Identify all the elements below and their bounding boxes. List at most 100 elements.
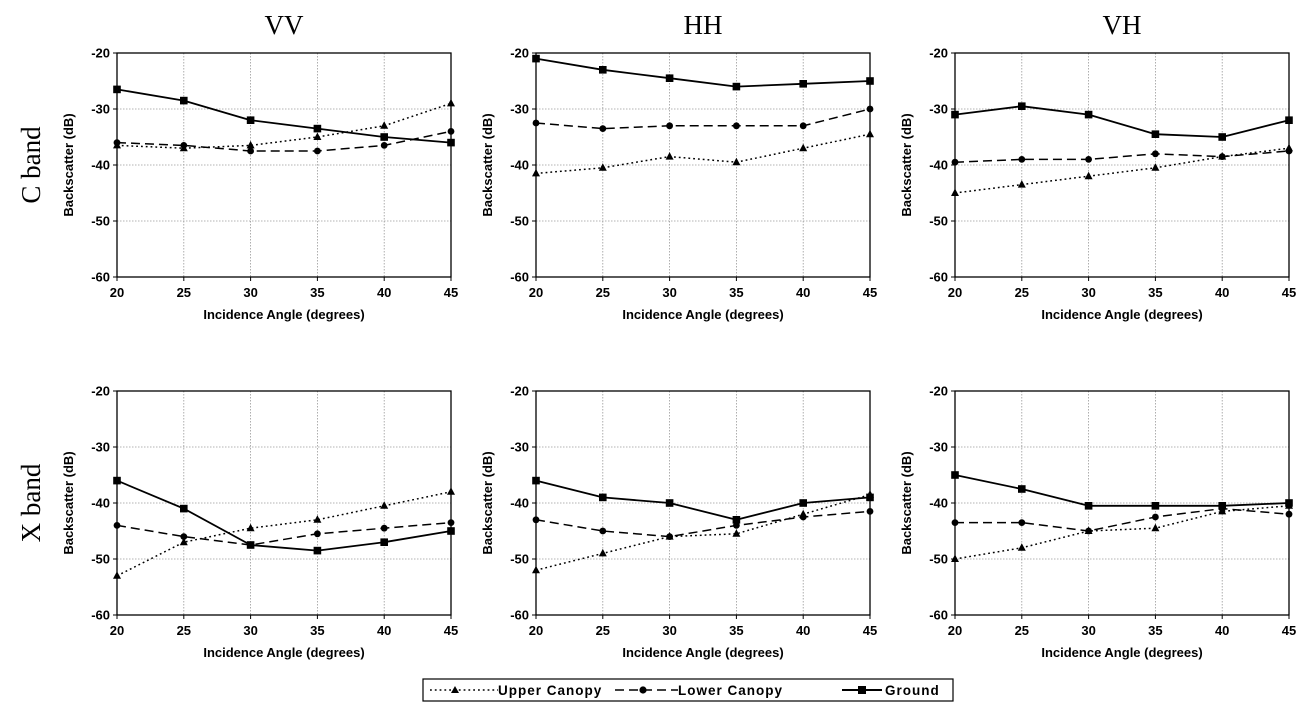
data-point-ground bbox=[180, 96, 188, 105]
y-tick-label: -20 bbox=[510, 46, 529, 61]
series-line-lower-canopy bbox=[535, 108, 871, 130]
y-tick-label: -60 bbox=[510, 270, 529, 285]
data-point-ground bbox=[732, 82, 741, 91]
panel-3: -60 -50 -40 -30 -20 20 25 30 35 40 45 Incidence Ang… bbox=[899, 10, 1296, 322]
plot-area-frame bbox=[954, 52, 1290, 278]
y-tick-label: -20 bbox=[929, 46, 948, 61]
data-point-upper-canopy bbox=[598, 548, 607, 557]
y-tick-label: -30 bbox=[91, 102, 110, 117]
data-point-lower-canopy bbox=[314, 147, 321, 155]
x-tick-label: 30 bbox=[1081, 285, 1095, 300]
data-point-upper-canopy bbox=[532, 168, 540, 177]
data-point-lower-canopy bbox=[866, 508, 874, 515]
x-tick-label: 20 bbox=[948, 623, 962, 638]
panel-4: -60 -50 -40 -30 -20 20 25 30 35 40 45 Incidence Ang… bbox=[16, 384, 458, 661]
data-point-upper-canopy bbox=[1084, 171, 1093, 180]
data-point-upper-canopy bbox=[246, 523, 255, 532]
data-point-ground bbox=[665, 74, 674, 82]
legend-box bbox=[422, 678, 954, 702]
x-tick-label: 30 bbox=[243, 285, 257, 300]
data-point-ground bbox=[246, 116, 255, 124]
data-point-ground bbox=[1218, 502, 1226, 510]
panel-5: -60 -50 -40 -30 -20 20 25 30 35 40 45 Incidence Ang… bbox=[480, 384, 877, 661]
y-tick-label: -50 bbox=[510, 552, 529, 567]
data-point-ground bbox=[866, 493, 874, 502]
y-tick-label: -20 bbox=[929, 384, 948, 399]
data-point-lower-canopy bbox=[1285, 510, 1293, 518]
y-tick-label: -30 bbox=[929, 102, 948, 117]
series-line-lower-canopy bbox=[116, 521, 452, 546]
data-point-ground bbox=[1285, 499, 1293, 507]
y-tick-label: -40 bbox=[510, 158, 529, 173]
data-point-lower-canopy bbox=[951, 158, 959, 166]
data-point-ground bbox=[1218, 133, 1226, 141]
x-tick-label: 40 bbox=[796, 285, 810, 300]
series-line-ground bbox=[535, 57, 871, 88]
y-tick-label: -50 bbox=[510, 214, 529, 229]
data-point-upper-canopy bbox=[799, 143, 808, 152]
x-axis-title: Incidence Angle (degrees) bbox=[1041, 645, 1202, 660]
data-point-ground bbox=[1151, 502, 1160, 510]
x-tick-label: 20 bbox=[529, 285, 543, 300]
data-point-ground bbox=[313, 124, 322, 133]
x-tick-label: 45 bbox=[863, 285, 877, 300]
data-point-lower-canopy bbox=[380, 524, 388, 532]
data-point-ground bbox=[113, 476, 121, 485]
data-point-upper-canopy bbox=[665, 152, 674, 160]
x-tick-label: 40 bbox=[796, 623, 810, 638]
y-axis-title: Backscatter (dB) bbox=[480, 113, 495, 216]
y-tick-label: -50 bbox=[929, 214, 948, 229]
y-tick-label: -30 bbox=[929, 440, 948, 455]
data-point-ground bbox=[380, 538, 388, 546]
data-point-lower-canopy bbox=[799, 513, 807, 521]
series-line-lower-canopy bbox=[954, 150, 1290, 163]
data-point-lower-canopy bbox=[1018, 519, 1026, 526]
data-point-ground bbox=[665, 499, 674, 507]
x-tick-label: 20 bbox=[110, 623, 124, 638]
y-tick-label: -30 bbox=[510, 102, 529, 117]
data-point-ground bbox=[113, 85, 121, 94]
y-tick-label: -60 bbox=[510, 608, 529, 623]
data-point-upper-canopy bbox=[951, 188, 959, 196]
y-axis-title: Backscatter (dB) bbox=[61, 113, 76, 216]
x-tick-label: 45 bbox=[1282, 623, 1296, 638]
data-point-ground bbox=[380, 133, 388, 141]
data-point-lower-canopy bbox=[447, 519, 455, 526]
x-tick-label: 35 bbox=[1148, 623, 1162, 638]
x-axis-title: Incidence Angle (degrees) bbox=[203, 307, 364, 322]
y-tick-label: -60 bbox=[91, 270, 110, 285]
data-point-lower-canopy bbox=[247, 147, 255, 155]
series-line-upper-canopy bbox=[535, 133, 871, 175]
data-point-ground bbox=[951, 471, 959, 479]
data-point-lower-canopy bbox=[314, 530, 321, 538]
x-tick-label: 35 bbox=[310, 285, 324, 300]
data-point-ground bbox=[532, 476, 540, 485]
x-tick-label: 30 bbox=[243, 623, 257, 638]
data-point-upper-canopy bbox=[951, 554, 959, 562]
panel-6: -60 -50 -40 -30 -20 20 25 30 35 40 45 Incidence Ang… bbox=[899, 384, 1296, 661]
series-line-lower-canopy bbox=[116, 130, 452, 152]
data-point-upper-canopy bbox=[380, 121, 389, 129]
y-axis-title: Backscatter (dB) bbox=[480, 451, 495, 554]
series-line-ground bbox=[954, 474, 1290, 507]
panel-1: -60 -50 -40 -30 -20 20 25 30 35 40 45 Incidence Ang… bbox=[16, 10, 458, 322]
legend-label-upper-canopy: Upper Canopy bbox=[498, 683, 602, 698]
data-point-lower-canopy bbox=[1085, 156, 1092, 163]
data-point-lower-canopy bbox=[1018, 156, 1026, 163]
x-tick-label: 25 bbox=[1015, 623, 1029, 638]
data-point-ground bbox=[599, 66, 607, 74]
y-tick-label: -40 bbox=[91, 496, 110, 511]
y-tick-label: -60 bbox=[929, 270, 948, 285]
data-point-lower-canopy bbox=[113, 139, 121, 147]
x-axis-title: Incidence Angle (degrees) bbox=[203, 645, 364, 660]
plot-area-frame bbox=[116, 390, 452, 616]
data-point-lower-canopy bbox=[666, 122, 673, 130]
x-tick-label: 25 bbox=[596, 623, 610, 638]
data-point-ground bbox=[532, 54, 540, 63]
y-tick-label: -40 bbox=[510, 496, 529, 511]
data-point-lower-canopy bbox=[532, 119, 540, 127]
data-point-lower-canopy bbox=[599, 527, 607, 535]
column-title: HH bbox=[684, 10, 723, 40]
data-point-ground bbox=[1285, 116, 1293, 124]
series-line-ground bbox=[116, 88, 452, 144]
